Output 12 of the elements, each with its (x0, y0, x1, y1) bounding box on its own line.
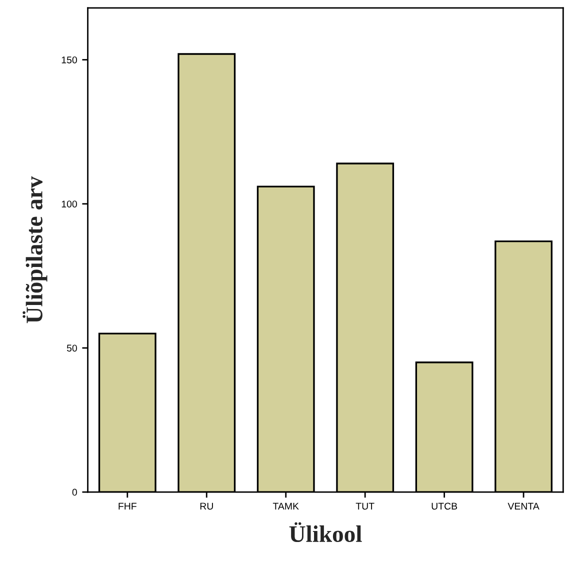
y-tick-label: 150 (62, 56, 77, 64)
x-tick-label: TAMK (272, 502, 299, 510)
y-axis-title: Üliõpilaste arv (22, 176, 48, 324)
x-tick-label: TUT (356, 502, 374, 510)
x-tick-label: UTCB (432, 502, 458, 510)
x-axis-title: Ülikool (289, 522, 362, 542)
x-tick-label: FHF (118, 502, 136, 510)
y-tick-label: 100 (62, 200, 77, 208)
y-tick-label: 50 (66, 344, 77, 352)
x-tick-label: RU (200, 502, 213, 510)
x-tick-label: VENTA (508, 502, 540, 510)
y-tick-label: 0 (72, 488, 77, 496)
